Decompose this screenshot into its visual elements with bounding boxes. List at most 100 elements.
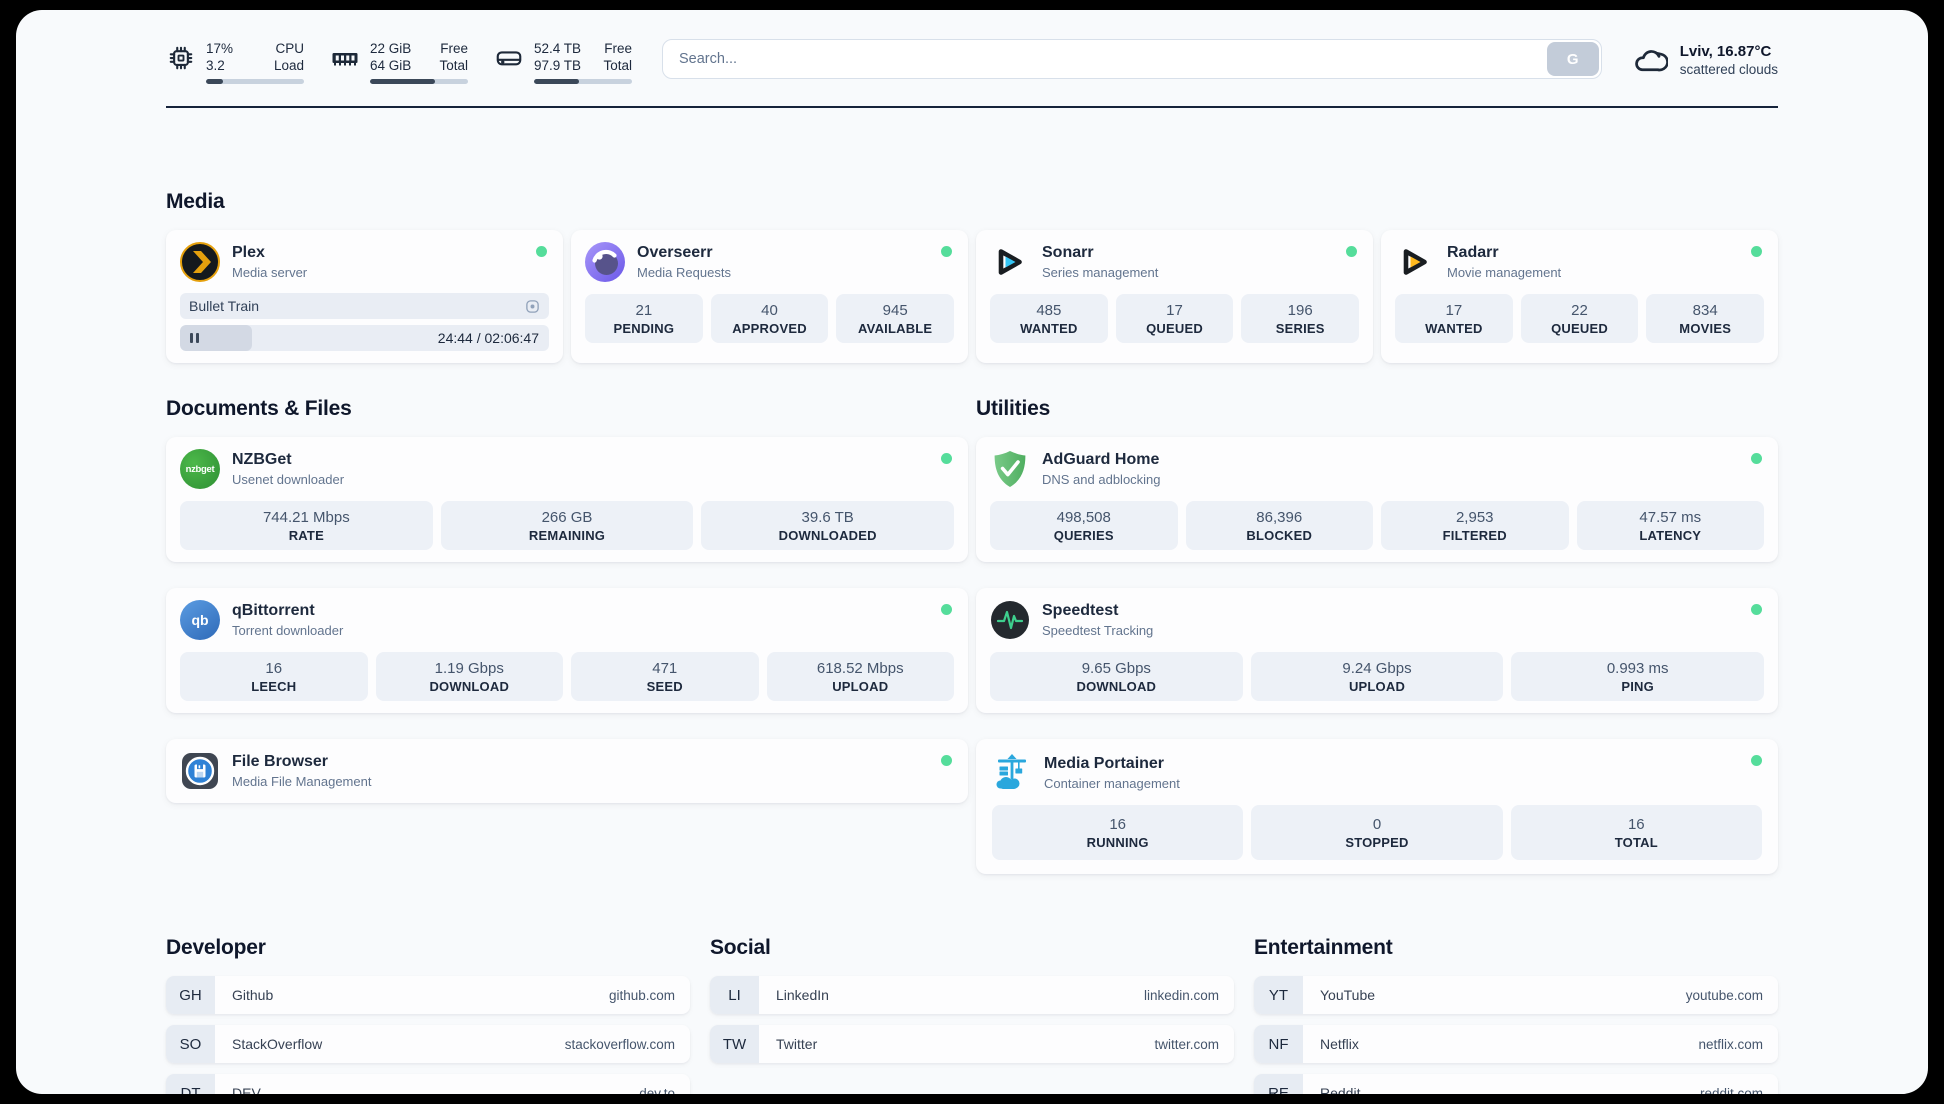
stat-label: SEED [646,679,683,694]
stat-value: 9.24 Gbps [1342,660,1412,677]
overseerr-card[interactable]: Overseerr Media Requests 21 PENDING 40 A… [571,230,968,363]
app-subtitle: Media server [232,265,308,280]
stat-label: QUEUED [1551,321,1608,336]
filebrowser-card[interactable]: File Browser Media File Management [166,739,968,803]
media-grid: Plex Media server Bullet Train 24:44 / 0… [166,230,1778,363]
app-subtitle: Media Requests [637,265,731,280]
app-title: NZBGet [232,451,292,468]
qbittorrent-card[interactable]: qb qBittorrent Torrent downloader 16 LEE… [166,588,968,713]
stat-label: PING [1621,679,1654,694]
stat-box: 39.6 TB DOWNLOADED [701,501,955,550]
bookmark-abbr: TW [710,1025,759,1063]
stat-label: DOWNLOAD [429,679,510,694]
bookmark-linkedin[interactable]: LI LinkedIn linkedin.com [710,976,1234,1014]
pause-icon[interactable] [190,333,199,343]
stat-value: 47.57 ms [1639,509,1702,526]
stat-label: REMAINING [528,528,606,543]
stat-label: AVAILABLE [858,321,933,336]
stat-label: PENDING [613,321,675,336]
status-dot [1346,246,1357,257]
dashboard-page: 17% CPU 3.2 Load [16,10,1928,1094]
search-engine-button[interactable]: G [1546,42,1599,76]
plex-icon [180,242,220,282]
bookmarks-section: Developer GH Github github.com SO StackO… [166,936,1778,1094]
stat-value: 266 GB [541,509,593,526]
stat-value: 945 [882,302,908,319]
stat-box: 22 QUEUED [1520,294,1639,343]
now-playing-title: Bullet Train [189,298,260,314]
stat-box: 16 LEECH [180,652,368,701]
scrobble-icon[interactable] [525,299,540,314]
speedtest-pulse-icon [990,600,1030,640]
status-dot [941,604,952,615]
bookmark-name: YouTube [1320,987,1376,1003]
memory-progress-fill [370,79,435,84]
stat-value: 40 [761,302,778,319]
search-input[interactable] [663,40,1545,78]
stat-value: 618.52 Mbps [816,660,904,677]
app-title: Speedtest [1042,602,1119,619]
stat-label: MOVIES [1679,321,1732,336]
stat-value: 16 [1109,816,1126,833]
entertainment-heading: Entertainment [1254,936,1393,959]
stat-value: 2,953 [1455,509,1494,526]
sonarr-stats: 485 WANTED 17 QUEUED 196 SERIES [990,294,1360,343]
bookmark-dev[interactable]: DT DEV dev.to [166,1074,690,1094]
bookmark-name: Twitter [776,1036,818,1052]
bookmark-youtube[interactable]: YT YouTube youtube.com [1254,976,1778,1014]
app-subtitle: Usenet downloader [232,472,345,487]
stat-label: QUERIES [1053,528,1114,543]
bookmark-url: dev.to [639,1085,675,1095]
stat-value: 9.65 Gbps [1081,660,1151,677]
memory-total-label: Total [439,58,468,73]
radarr-card[interactable]: Radarr Movie management 17 WANTED 22 QUE… [1381,230,1778,363]
bookmark-name: DEV [232,1085,261,1094]
stat-value: 17 [1445,302,1463,319]
stat-box: 498,508 QUERIES [990,501,1178,550]
status-dot [1751,453,1762,464]
bookmark-abbr: RE [1254,1074,1303,1094]
stat-value: 17 [1166,302,1183,319]
app-subtitle: Torrent downloader [232,623,344,638]
middle-columns: Documents & Files nzbget NZBGet Usenet d… [166,397,1778,874]
portainer-stats: 16 RUNNING 0 STOPPED 16 TOTAL [992,805,1762,860]
bookmark-group-entertainment: Entertainment YT YouTube youtube.com NF … [1254,936,1778,1094]
memory-stat-widget: 22 GiB Free 64 GiB Total [330,40,468,84]
app-title: Sonarr [1042,244,1094,261]
speedtest-card[interactable]: Speedtest Speedtest Tracking 9.65 Gbps D… [976,588,1778,713]
stat-label: APPROVED [732,321,807,336]
stat-box: 17 WANTED [1395,294,1513,343]
search-bar: G [662,39,1602,79]
stat-box: 485 WANTED [990,294,1108,343]
adguard-card[interactable]: AdGuard Home DNS and adblocking 498,508 … [976,437,1778,562]
stat-value: 744.21 Mbps [262,509,350,526]
weather-location-temp: Lviv, 16.87°C [1679,42,1772,60]
memory-icon [332,53,358,66]
sonarr-card[interactable]: Sonarr Series management 485 WANTED 17 Q… [976,230,1373,363]
bookmark-twitter[interactable]: TW Twitter twitter.com [710,1025,1234,1063]
bookmark-name: Github [232,987,274,1003]
status-dot [1751,755,1762,766]
nzbget-card[interactable]: nzbget NZBGet Usenet downloader 744.21 M… [166,437,968,562]
cpu-usage-value: 17% [206,41,234,56]
stat-label: QUEUED [1146,321,1203,336]
bookmark-reddit[interactable]: RE Reddit reddit.com [1254,1074,1778,1094]
stat-label: WANTED [1020,321,1078,336]
bookmark-github[interactable]: GH Github github.com [166,976,690,1014]
utilities-column: Utilities [976,397,1778,874]
bookmark-stackoverflow[interactable]: SO StackOverflow stackoverflow.com [166,1025,690,1063]
portainer-card[interactable]: Media Portainer Container management 16 … [976,739,1778,874]
bookmark-abbr: SO [166,1025,215,1063]
memory-free-label: Free [440,41,468,56]
plex-card-head: Plex Media server [180,242,549,282]
bookmark-abbr: YT [1254,976,1303,1014]
plex-card[interactable]: Plex Media server Bullet Train 24:44 / 0… [166,230,563,363]
sonarr-icon [990,242,1030,282]
bookmark-group-social: Social LI LinkedIn linkedin.com TW Twitt… [710,936,1234,1094]
bookmark-netflix[interactable]: NF Netflix netflix.com [1254,1025,1778,1063]
app-title: File Browser [232,753,329,770]
qbittorrent-card-head: qb qBittorrent Torrent downloader [180,600,954,640]
status-dot [941,246,952,257]
nzbget-stats: 744.21 Mbps RATE 266 GB REMAINING 39.6 T… [180,501,955,550]
stat-value: 16 [1627,816,1645,833]
